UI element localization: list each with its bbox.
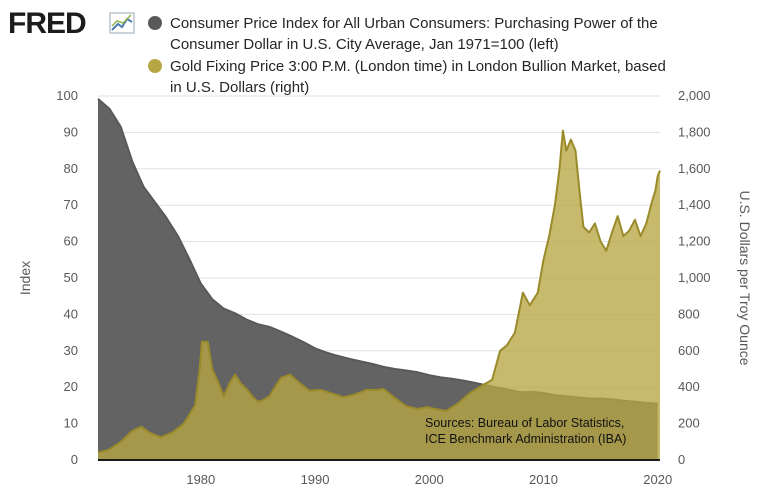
right-tick-label: 400 [678, 379, 700, 394]
gold-area [98, 130, 660, 460]
right-tick-label: 2,000 [678, 88, 711, 103]
left-tick-label: 0 [71, 452, 78, 467]
fred-graph-icon [109, 12, 135, 34]
right-tick-label: 800 [678, 306, 700, 321]
source-line-2: ICE Benchmark Administration (IBA) [425, 432, 626, 446]
left-tick-label: 80 [64, 161, 78, 176]
right-tick-label: 1,000 [678, 270, 711, 285]
right-tick-label: 1,800 [678, 124, 711, 139]
x-tick-label: 1980 [186, 472, 215, 487]
source-line-1: Sources: Bureau of Labor Statistics, [425, 416, 624, 430]
gold-line[interactable] [97, 129, 661, 454]
legend-label-cpi-line1: Consumer Price Index for All Urban Consu… [170, 15, 658, 32]
source-annotation: Sources: Bureau of Labor Statistics, ICE… [425, 416, 626, 446]
legend-item-cpi[interactable]: Consumer Price Index for All Urban Consu… [148, 15, 658, 53]
right-tick-label: 0 [678, 452, 685, 467]
left-tick-label: 10 [64, 416, 78, 431]
right-tick-label: 600 [678, 343, 700, 358]
fred-logo[interactable]: FRED [8, 7, 135, 40]
right-tick-label: 1,200 [678, 234, 711, 249]
left-tick-label: 50 [64, 270, 78, 285]
legend-label-gold-line1: Gold Fixing Price 3:00 P.M. (London time… [170, 58, 666, 75]
left-tick-label: 30 [64, 343, 78, 358]
legend-swatch-gold [148, 59, 162, 73]
x-axis-ticks: 1980 1990 2000 2010 2020 [98, 459, 672, 487]
fred-logo-text: FRED [8, 7, 86, 40]
legend-label-cpi-line2: Consumer Dollar in U.S. City Average, Ja… [170, 36, 559, 53]
legend-label-gold-line2: in U.S. Dollars (right) [170, 79, 309, 96]
left-axis-title: Index [17, 261, 33, 295]
x-tick-label: 1990 [301, 472, 330, 487]
left-tick-label: 60 [64, 234, 78, 249]
x-tick-label: 2020 [643, 472, 672, 487]
right-tick-label: 1,600 [678, 161, 711, 176]
right-tick-label: 200 [678, 416, 700, 431]
left-tick-label: 100 [56, 88, 78, 103]
legend-swatch-cpi [148, 16, 162, 30]
x-tick-label: 2010 [529, 472, 558, 487]
left-tick-label: 40 [64, 306, 78, 321]
x-tick-label: 2000 [415, 472, 444, 487]
legend-item-gold[interactable]: Gold Fixing Price 3:00 P.M. (London time… [148, 58, 666, 96]
left-axis-ticks: 0 10 20 30 40 50 60 70 80 90 100 [56, 88, 78, 467]
cpi-area [98, 98, 658, 461]
left-tick-label: 90 [64, 124, 78, 139]
left-tick-label: 20 [64, 379, 78, 394]
right-axis-ticks: 0 200 400 600 800 1,000 1,200 1,400 1,600 1,800 2,… [678, 88, 711, 467]
legend: Consumer Price Index for All Urban Consu… [148, 15, 666, 96]
series-gold [97, 129, 661, 460]
right-tick-label: 1,400 [678, 197, 711, 212]
right-axis-title: U.S. Dollars per Troy Ounce [737, 190, 753, 365]
left-tick-label: 70 [64, 197, 78, 212]
